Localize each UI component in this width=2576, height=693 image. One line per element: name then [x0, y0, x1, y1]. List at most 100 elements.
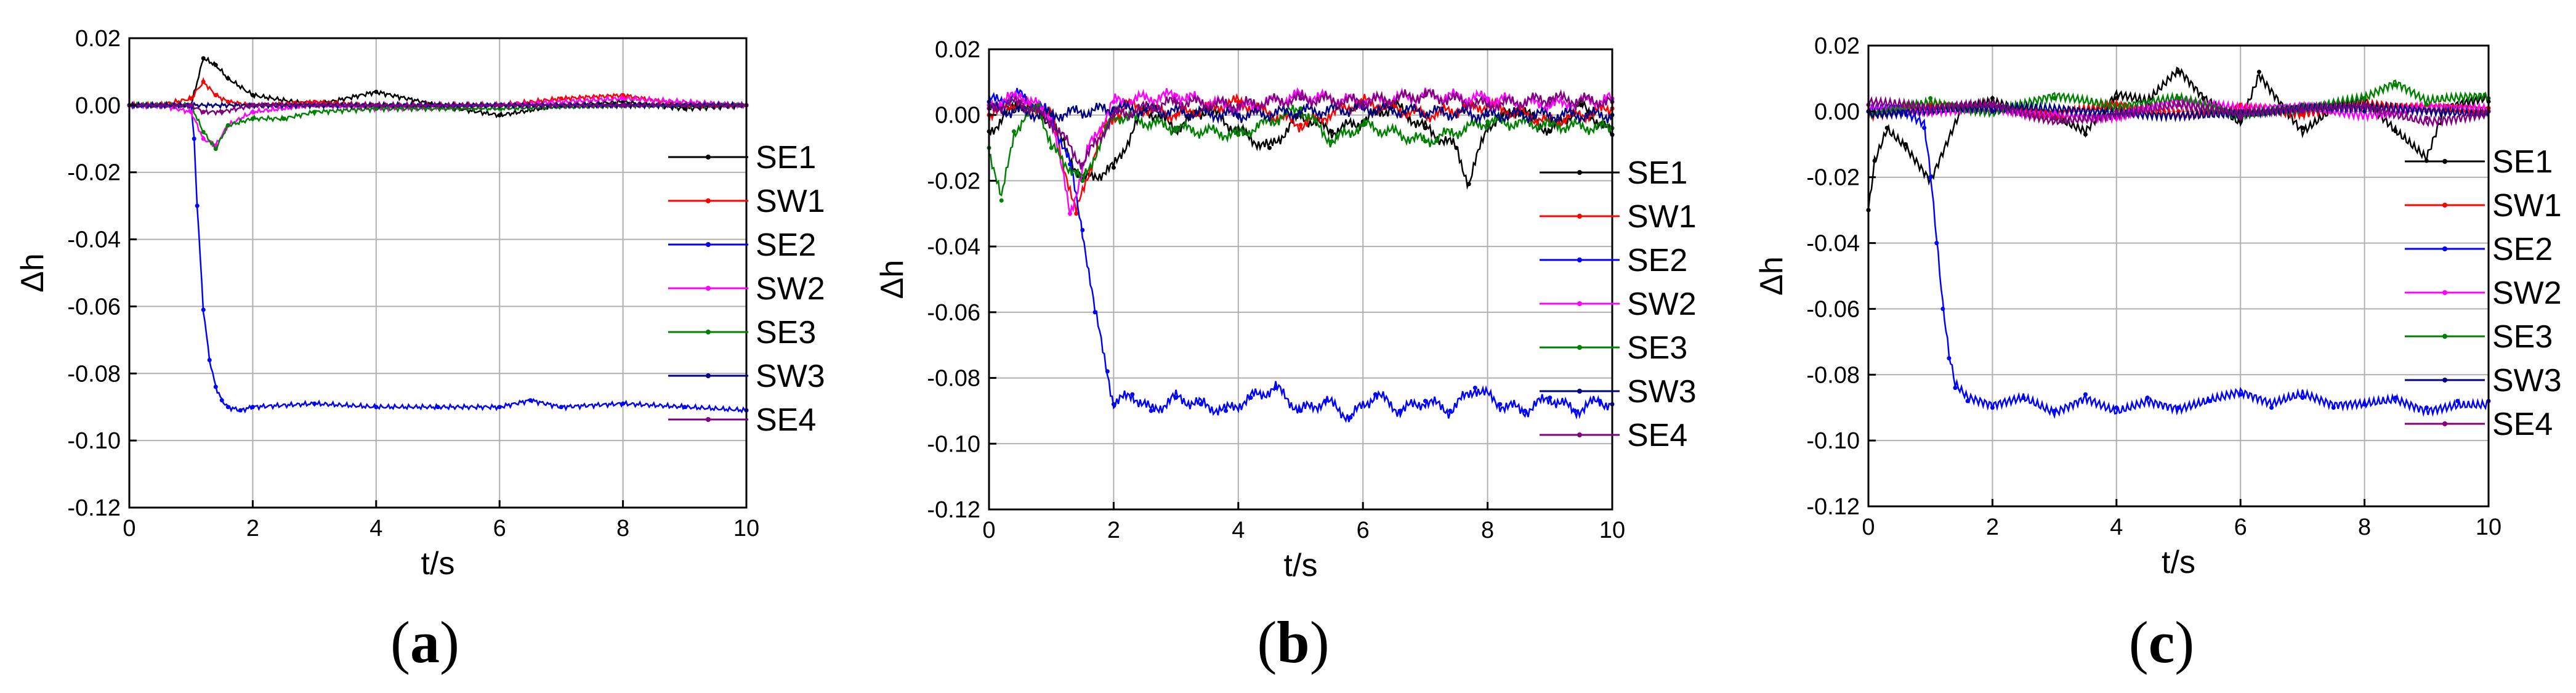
- x-tick-label: 6: [493, 516, 506, 541]
- data-point: [2201, 95, 2206, 100]
- legend-marker-SE4: [706, 417, 711, 422]
- data-point: [2114, 95, 2119, 100]
- data-point: [225, 76, 230, 81]
- x-tick-label: 2: [246, 516, 259, 541]
- legend-marker-SE1: [1577, 170, 1582, 175]
- chart-panel-b: 0 2 4 6 8 10 0.02 0.00 -0.02 -0.04 -0.06 -0.08 -0.10…: [874, 37, 1697, 675]
- data-point: [2114, 109, 2119, 114]
- series-SE2: [127, 101, 749, 414]
- data-point: [1360, 99, 1365, 104]
- plot-frame: [128, 37, 748, 509]
- data-point: [1454, 145, 1459, 150]
- y-tick-label: -0.12: [1806, 494, 1860, 520]
- legend-label-SE3: SE3: [2492, 319, 2553, 355]
- data-point: [1323, 399, 1328, 403]
- legend-marker-SE3: [2442, 334, 2447, 339]
- x-tick-label: 8: [1481, 517, 1494, 543]
- series-SE2: [1866, 103, 2491, 419]
- data-point: [213, 147, 218, 152]
- data-point: [1466, 182, 1471, 187]
- data-point: [682, 405, 687, 410]
- series-line-SE2: [988, 87, 1613, 423]
- data-point: [2176, 102, 2181, 107]
- x-tick-label: 2: [1107, 517, 1120, 543]
- x-axis-label: t/s: [1284, 548, 1318, 583]
- x-tick-label: 8: [2358, 514, 2371, 540]
- legend-marker-SW3: [1577, 389, 1582, 394]
- data-point: [250, 93, 255, 98]
- data-point: [1485, 103, 1490, 108]
- y-tick-label: -0.08: [67, 361, 121, 387]
- data-point: [1498, 402, 1503, 407]
- data-point: [2424, 116, 2429, 121]
- data-point: [2052, 95, 2057, 100]
- data-point: [1423, 126, 1427, 131]
- data-point: [1236, 113, 1241, 118]
- data-point: [559, 405, 563, 410]
- data-point: [213, 384, 218, 389]
- series-line-SE4: [1867, 95, 2489, 128]
- data-point: [1922, 126, 1927, 131]
- legend-label-SW1: SW1: [756, 184, 825, 219]
- legend-marker-SW2: [706, 286, 711, 291]
- caption-letter: b: [1277, 609, 1309, 675]
- data-point: [1174, 395, 1179, 400]
- data-point: [621, 96, 626, 101]
- legend-label-SW3: SW3: [1627, 374, 1697, 410]
- y-tick-label: -0.04: [927, 234, 980, 260]
- legend-marker-SE3: [1577, 345, 1582, 350]
- data-point: [1572, 408, 1577, 413]
- legend-label-SW3: SW3: [2492, 363, 2562, 399]
- legend-label-SE4: SE4: [2492, 407, 2553, 442]
- data-point: [2393, 83, 2398, 87]
- legend-label-SE2: SE2: [2492, 232, 2553, 267]
- y-tick-label: -0.10: [927, 431, 980, 457]
- chart-panel-c: 0 2 4 6 8 10 0.02 0.00 -0.02 -0.04 -0.06 -0.08 -0.10…: [1754, 33, 2562, 675]
- plot-frame: [988, 48, 1613, 511]
- data-point: [435, 405, 440, 410]
- data-point: [1348, 415, 1353, 420]
- y-axis-label: Δh: [1754, 256, 1790, 296]
- data-point: [621, 103, 626, 108]
- data-point: [1940, 306, 1945, 311]
- data-point: [1092, 310, 1097, 315]
- data-point: [188, 103, 193, 108]
- data-point: [1298, 408, 1303, 413]
- data-point: [1149, 408, 1153, 413]
- data-point: [188, 96, 193, 101]
- data-point: [1068, 211, 1073, 216]
- data-point: [1080, 227, 1085, 232]
- data-point: [1198, 402, 1203, 407]
- data-point: [2145, 395, 2150, 400]
- data-point: [2052, 116, 2057, 121]
- data-point: [1174, 93, 1179, 98]
- data-point: [497, 113, 502, 118]
- y-axis-label: Δh: [874, 260, 910, 299]
- y-axis-label: Δh: [15, 253, 50, 293]
- data-point: [1928, 109, 1933, 114]
- data-point: [219, 110, 224, 115]
- data-point: [2256, 70, 2261, 75]
- data-point: [1080, 178, 1085, 183]
- panel-caption-c: (c): [2129, 609, 2195, 675]
- data-point: [1485, 119, 1490, 124]
- data-point: [1080, 162, 1085, 167]
- data-point: [207, 358, 212, 363]
- y-tick-label: -0.08: [1806, 362, 1860, 388]
- y-tick-label: 0.02: [935, 37, 980, 63]
- data-point: [192, 136, 196, 141]
- data-point: [1111, 402, 1116, 407]
- legend-label-SW3: SW3: [756, 359, 825, 394]
- data-point: [1522, 408, 1527, 413]
- data-point: [2176, 70, 2181, 75]
- data-point: [201, 136, 206, 141]
- y-tick-label: 0.02: [1814, 33, 1860, 59]
- legend-label-SE2: SE2: [756, 227, 816, 263]
- data-point: [1274, 386, 1278, 391]
- chart-panel-a: 0 2 4 6 8 10 0.02 0.00 -0.02 -0.04 -0.06 -0.08 -0.10…: [15, 26, 825, 675]
- data-point: [2424, 102, 2429, 107]
- data-point: [528, 398, 533, 403]
- x-tick-label: 4: [1232, 517, 1245, 543]
- legend-marker-SW1: [2442, 203, 2447, 208]
- data-point: [312, 401, 317, 406]
